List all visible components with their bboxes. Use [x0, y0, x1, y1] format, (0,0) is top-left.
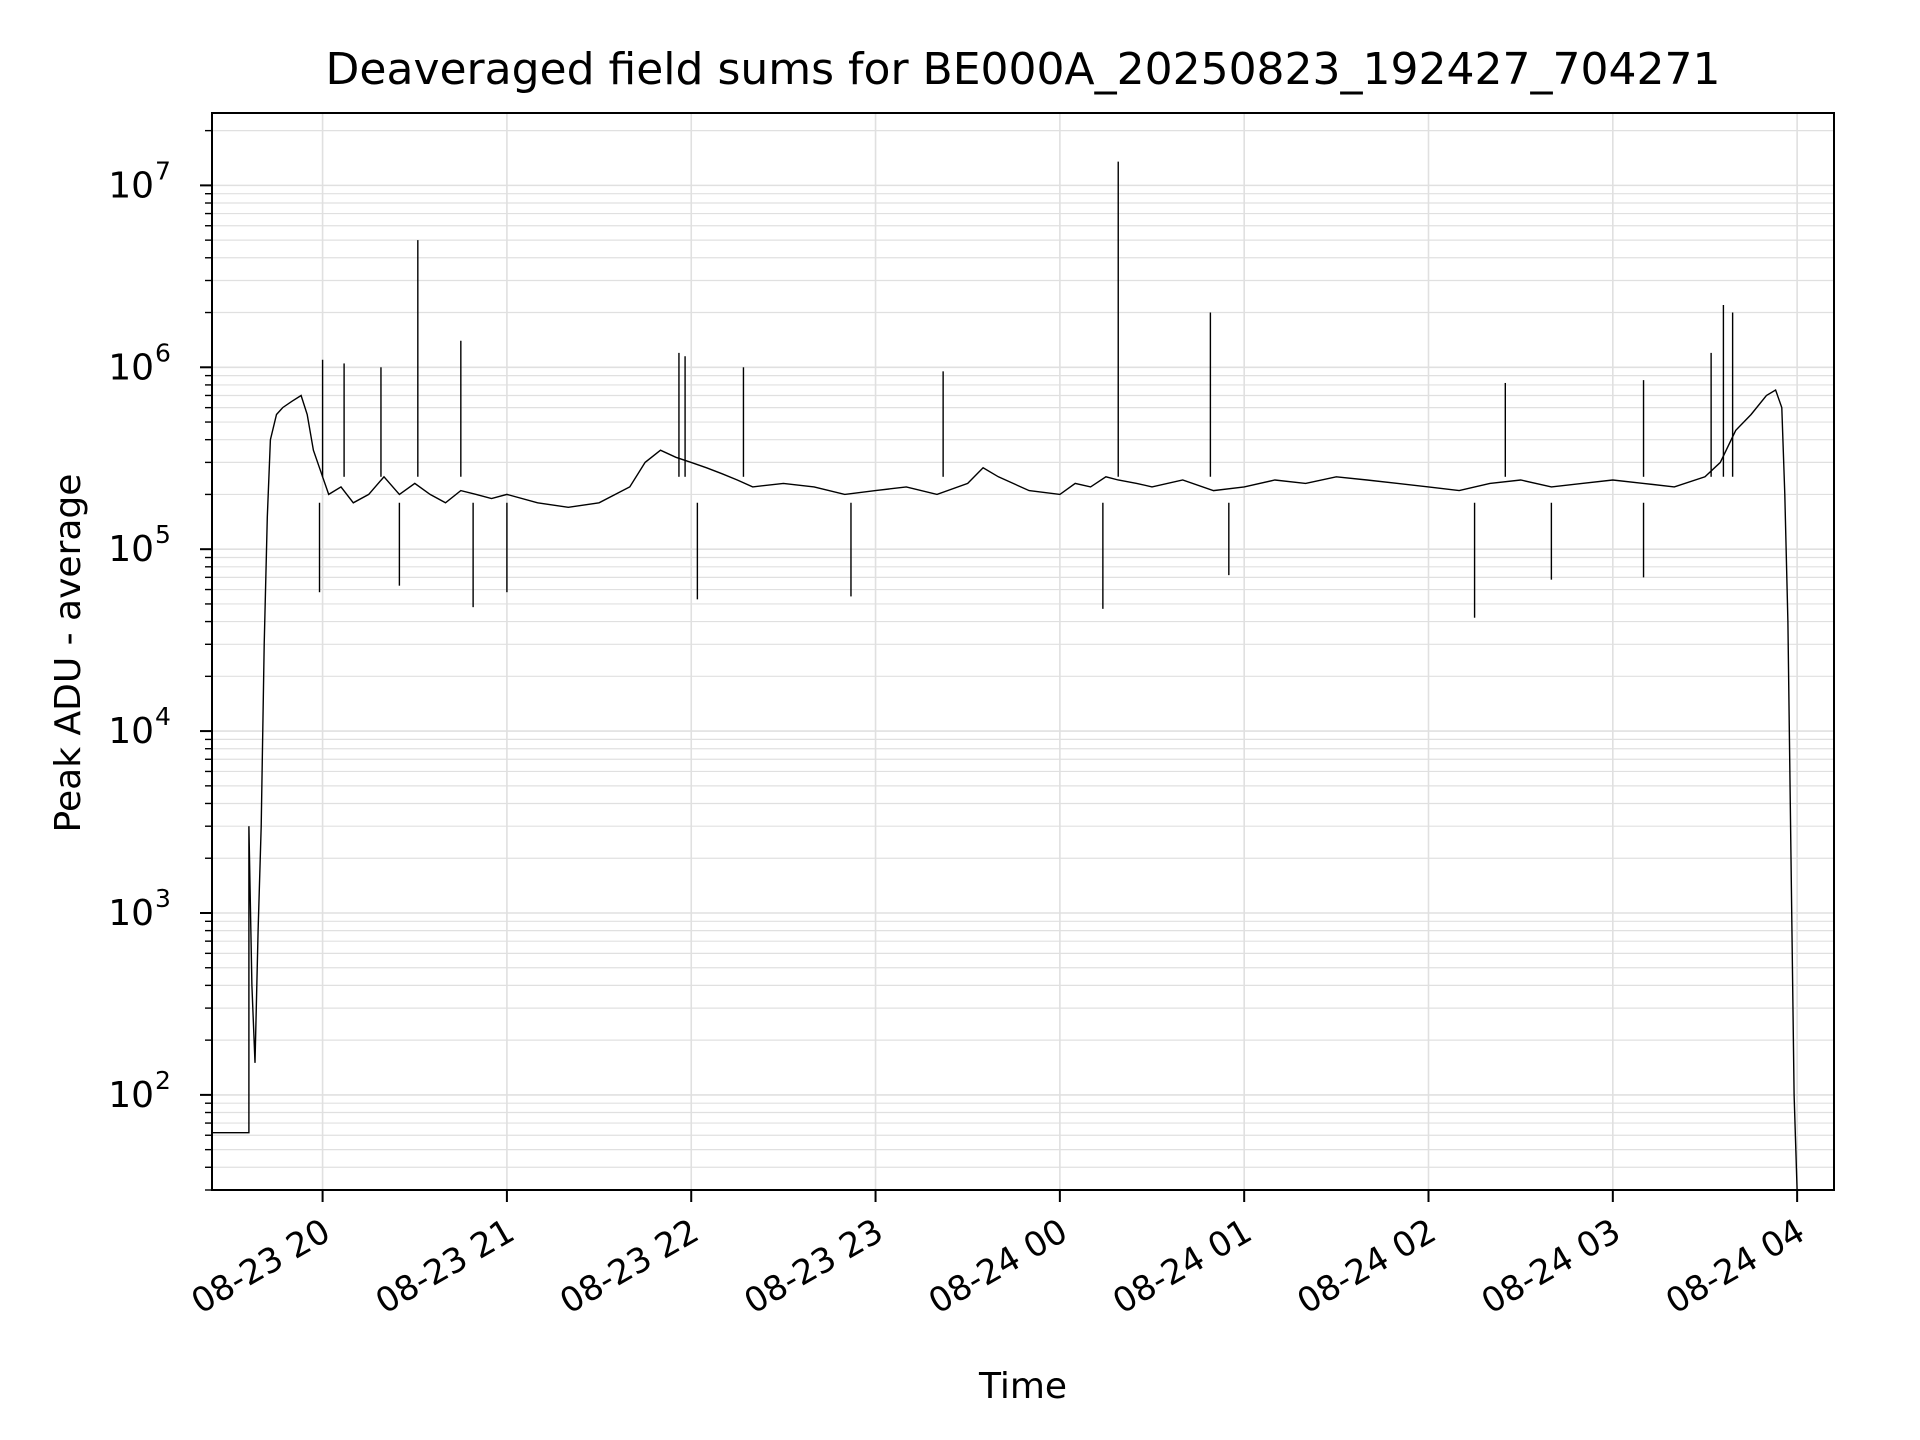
- y-tick-label: 10: [108, 529, 154, 570]
- x-axis-label: Time: [978, 1366, 1067, 1407]
- y-tick-exponent: 7: [155, 156, 171, 185]
- y-tick-exponent: 4: [155, 702, 171, 731]
- y-tick-label: 10: [108, 711, 154, 752]
- y-tick-label: 10: [108, 1075, 154, 1116]
- y-tick-label: 10: [108, 347, 154, 388]
- y-tick-exponent: 2: [155, 1066, 171, 1095]
- y-tick-exponent: 6: [155, 338, 171, 367]
- y-tick-label: 10: [108, 893, 154, 934]
- y-axis-label: Peak ADU - average: [48, 474, 89, 833]
- series-line: [212, 388, 1798, 1191]
- grid: [212, 113, 1834, 1191]
- y-tick-exponent: 3: [155, 884, 171, 913]
- y-tick-label: 10: [108, 165, 154, 206]
- chart-title: Deaveraged field sums for BE000A_2025082…: [326, 44, 1721, 95]
- plot-frame: [211, 112, 1835, 1191]
- series: [212, 161, 1798, 1191]
- y-tick-exponent: 5: [155, 520, 171, 549]
